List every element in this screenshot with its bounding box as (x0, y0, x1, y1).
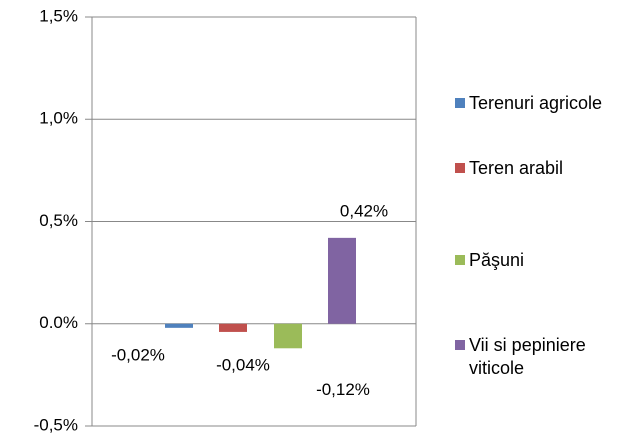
y-tick-label: 1,5% (39, 6, 78, 25)
y-tick-label: 1,0% (39, 109, 78, 128)
legend-item: Vii si pepiniere viticole (455, 334, 615, 380)
legend-label: Terenuri agricole (469, 93, 603, 113)
legend-label: Vii si pepiniere viticole (469, 335, 586, 378)
legend-label: Teren arabil (469, 158, 564, 178)
y-tick-label: 0,5% (39, 211, 78, 230)
legend-swatch (455, 98, 465, 108)
bar (219, 323, 247, 332)
data-label: -0,02% (111, 345, 165, 364)
legend-swatch (455, 340, 465, 350)
legend-label: Păşuni (469, 250, 525, 270)
y-tick-label: 0.0% (39, 313, 78, 332)
y-tick-label: -0,5% (34, 415, 78, 434)
bar (274, 323, 302, 349)
legend-item: Terenuri agricole (455, 92, 615, 115)
bar (165, 323, 193, 328)
data-label: -0,04% (216, 355, 270, 374)
legend-swatch (455, 163, 465, 173)
legend-item: Teren arabil (455, 157, 615, 180)
legend-swatch (455, 255, 465, 265)
data-label: 0,42% (340, 201, 388, 220)
data-label: -0,12% (316, 380, 370, 399)
bar (328, 237, 356, 324)
legend-item: Păşuni (455, 249, 615, 272)
